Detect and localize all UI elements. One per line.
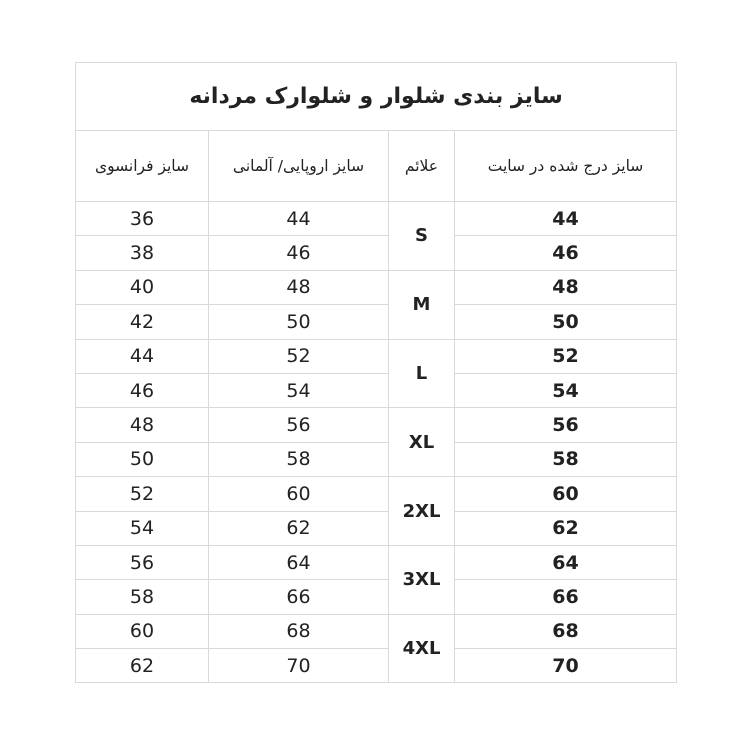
table-row: 54 62 62: [75, 510, 678, 546]
size-mark-cell: XL: [388, 407, 455, 478]
european-size-cell: 44: [208, 200, 389, 237]
header-european-size: سایز اروپایی/ آلمانی: [208, 130, 389, 202]
european-size-cell: 48: [208, 269, 389, 306]
site-size-cell: 66: [453, 579, 678, 615]
european-size-cell: 46: [208, 235, 389, 271]
european-size-cell: 70: [208, 648, 389, 684]
table-row: 60 68 4XL 68: [75, 613, 678, 684]
site-size-cell: 56: [453, 407, 678, 443]
site-size-cell: 68: [453, 613, 678, 650]
size-mark-cell: S: [388, 201, 455, 271]
size-mark-cell: 4XL: [388, 613, 455, 684]
european-size-cell: 64: [208, 544, 389, 581]
site-size-cell: 44: [453, 200, 678, 237]
european-size-cell: 52: [208, 338, 389, 374]
french-size-cell: 62: [75, 648, 209, 684]
european-size-cell: 50: [208, 304, 389, 340]
site-size-cell: 52: [453, 338, 678, 374]
size-mark-cell: 2XL: [388, 476, 455, 546]
size-chart-table: سایز بندی شلوار و شلوارک مردانه سایز فرا…: [74, 62, 678, 684]
european-size-cell: 62: [208, 510, 389, 546]
header-french-size: سایز فرانسوی: [75, 130, 209, 202]
french-size-cell: 46: [75, 372, 209, 409]
site-size-cell: 48: [453, 269, 678, 306]
chart-title: سایز بندی شلوار و شلوارک مردانه: [74, 62, 678, 131]
site-size-cell: 54: [453, 372, 678, 409]
table-row: 62 70 70: [75, 648, 678, 684]
french-size-cell: 40: [75, 269, 209, 306]
size-mark-cell: L: [388, 338, 455, 409]
french-size-cell: 50: [75, 441, 209, 478]
table-row: 40 48 M 48: [75, 269, 678, 340]
french-size-cell: 36: [75, 200, 209, 237]
table-row: 50 58 58: [75, 441, 678, 478]
french-size-cell: 52: [75, 476, 209, 512]
site-size-cell: 64: [453, 544, 678, 581]
site-size-cell: 50: [453, 304, 678, 340]
european-size-cell: 54: [208, 372, 389, 409]
european-size-cell: 56: [208, 407, 389, 443]
site-size-cell: 46: [453, 235, 678, 271]
table-row: 46 54 54: [75, 372, 678, 409]
european-size-cell: 58: [208, 441, 389, 478]
european-size-cell: 68: [208, 613, 389, 650]
table-row: 56 64 3XL 64: [75, 544, 678, 615]
table-row: 58 66 66: [75, 579, 678, 615]
french-size-cell: 48: [75, 407, 209, 443]
french-size-cell: 54: [75, 510, 209, 546]
site-size-cell: 62: [453, 510, 678, 546]
table-row: 38 46 46: [75, 235, 678, 271]
size-mark-cell: M: [388, 269, 455, 340]
table-row: 52 60 2XL 60: [75, 476, 678, 546]
table-row: 36 44 S 44: [75, 200, 678, 271]
european-size-cell: 66: [208, 579, 389, 615]
size-mark-cell: 3XL: [388, 544, 455, 615]
table-row: 48 56 XL 56: [75, 407, 678, 478]
french-size-cell: 60: [75, 613, 209, 650]
french-size-cell: 44: [75, 338, 209, 374]
french-size-cell: 58: [75, 579, 209, 615]
site-size-cell: 60: [453, 476, 678, 512]
european-size-cell: 60: [208, 476, 389, 512]
header-site-size: سایز درج شده در سایت: [453, 130, 678, 202]
french-size-cell: 42: [75, 304, 209, 340]
french-size-cell: 56: [75, 544, 209, 581]
french-size-cell: 38: [75, 235, 209, 271]
table-row: 42 50 50: [75, 304, 678, 340]
site-size-cell: 58: [453, 441, 678, 478]
header-marks: علائم: [388, 130, 455, 202]
table-row: 44 52 L 52: [75, 338, 678, 409]
site-size-cell: 70: [453, 648, 678, 684]
